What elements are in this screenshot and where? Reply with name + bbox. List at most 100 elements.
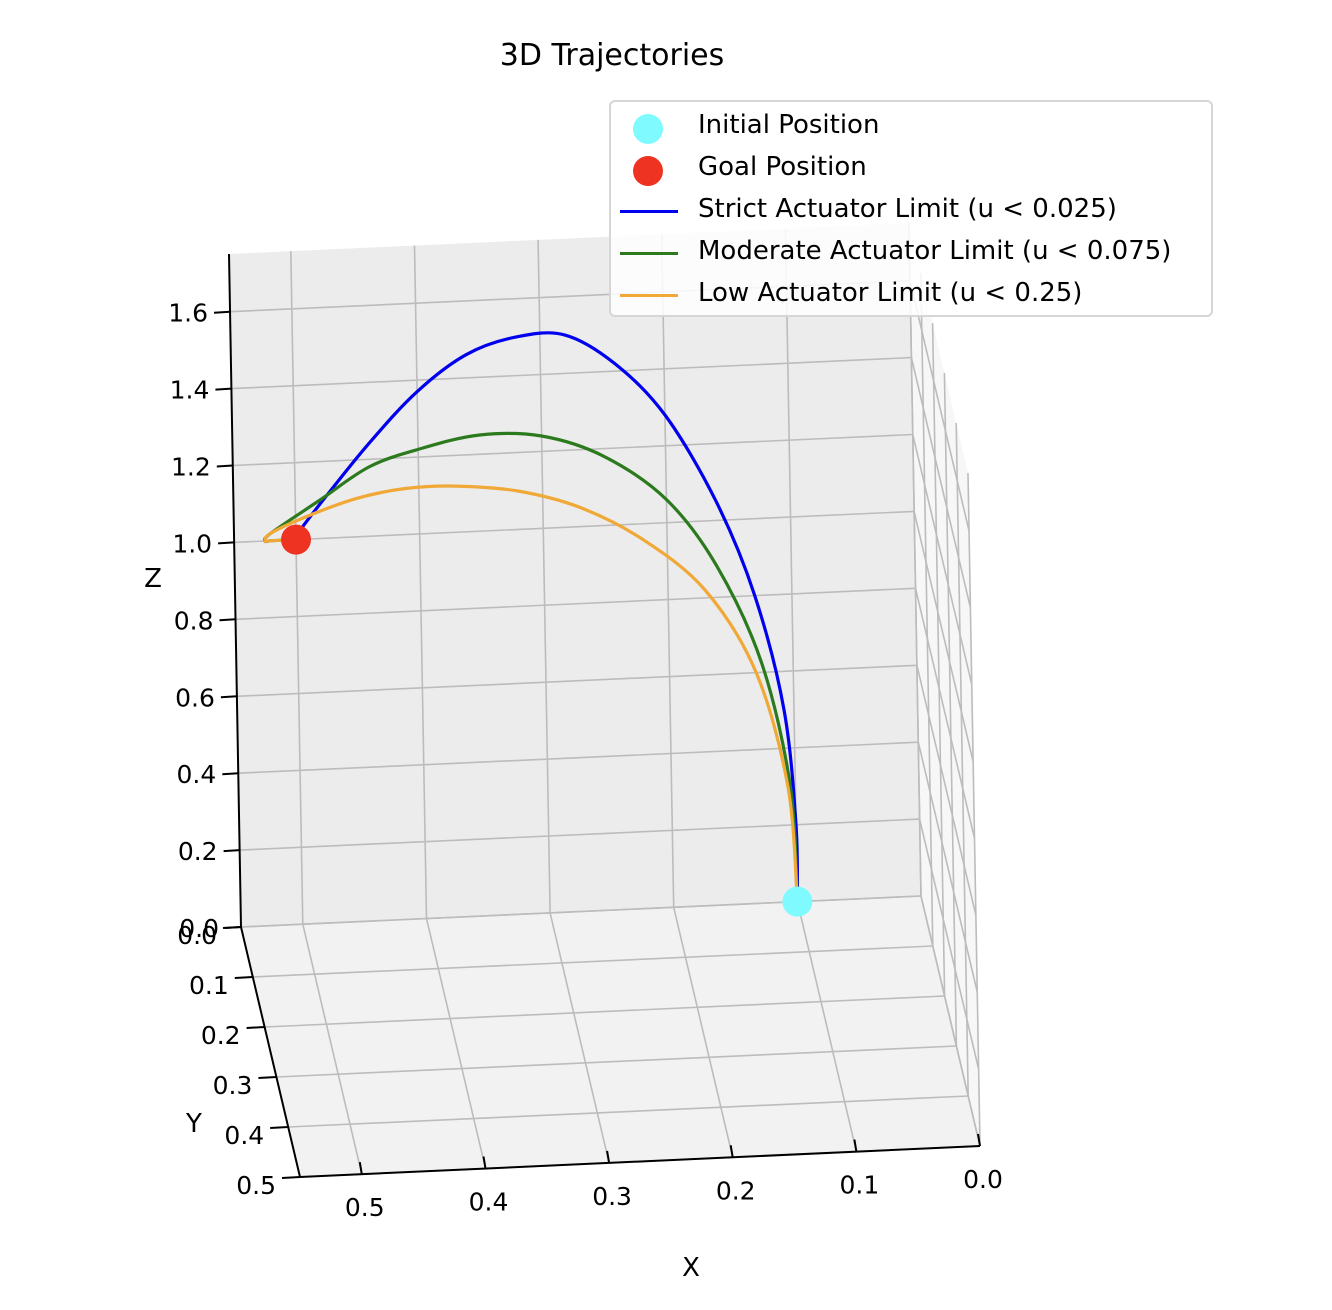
y-tick-2 — [246, 1026, 265, 1029]
x-tick-label-2: 0.2 — [716, 1176, 756, 1205]
legend-item-goal: Goal Position — [611, 150, 1211, 186]
back-pane — [229, 223, 921, 927]
x-axis-label: X — [682, 1253, 700, 1283]
goal-position-marker — [281, 524, 311, 555]
legend-label-initial: Initial Position — [698, 110, 880, 140]
legend-item-initial: Initial Position — [611, 108, 1211, 144]
z-grid-side-7 — [910, 357, 972, 608]
legend-marker-initial — [633, 114, 663, 144]
legend-line-strict — [620, 210, 678, 213]
x-grid-floor-2 — [672, 907, 734, 1158]
z-grid-back-7 — [231, 356, 912, 390]
z-tick-label-0: 0.0 — [179, 914, 219, 943]
legend-label-strict: Strict Actuator Limit (u < 0.025) — [698, 194, 1117, 224]
y-tick-5 — [281, 1176, 301, 1179]
legend-item-moderate: Moderate Actuator Limit (u < 0.075) — [611, 234, 1211, 270]
z-tick-4 — [219, 618, 236, 622]
z-grid-back-3 — [236, 664, 917, 698]
y-grid-side-4 — [955, 422, 969, 1097]
y-grid-side-2 — [931, 322, 946, 997]
chart-title: 3D Trajectories — [499, 38, 725, 73]
y-grid-floor-3 — [276, 1045, 957, 1078]
z-tick-label-6: 1.2 — [171, 453, 211, 482]
x-grid-floor-1 — [796, 901, 858, 1152]
y-grid-side-0 — [908, 222, 922, 897]
x-tick-label-5: 0.5 — [345, 1193, 385, 1222]
x-tick-label-0: 0.0 — [963, 1165, 1003, 1194]
x-tick-3 — [606, 1150, 611, 1164]
z-tick-label-3: 0.6 — [175, 683, 215, 712]
x-axis-line — [299, 1145, 981, 1178]
z-grid-side-8 — [909, 280, 970, 531]
floor-pane — [241, 896, 980, 1177]
z-tick-label-1: 0.2 — [178, 837, 218, 866]
tick-labels: 0.0 0.1 0.2 0.3 0.4 0.5 0.0 0.1 0.2 0.3 0.4 0.5 0.0 0… — [168, 299, 1003, 1222]
y-grid-floor-2 — [264, 995, 945, 1028]
y-tick-label-5: 0.5 — [236, 1171, 276, 1200]
y-axis-label: Y — [185, 1109, 202, 1139]
x-grid-back-1 — [784, 228, 799, 902]
z-tick-6 — [216, 464, 233, 468]
z-tick-label-4: 0.8 — [174, 606, 214, 635]
z-grid-back-4 — [235, 587, 916, 621]
z-grid-side-0 — [920, 895, 981, 1147]
x-tick-label-3: 0.3 — [592, 1182, 632, 1211]
y-tick-label-2: 0.2 — [201, 1021, 241, 1050]
y-tick-label-4: 0.4 — [224, 1121, 264, 1150]
x-tick-1 — [853, 1139, 858, 1152]
z-tick-1 — [223, 849, 240, 853]
legend-label-goal: Goal Position — [698, 152, 867, 182]
y-grid-floor-4 — [288, 1095, 969, 1128]
y-tick-1 — [234, 976, 253, 979]
x-grid-back-5 — [290, 251, 304, 925]
y-tick-label-1: 0.1 — [189, 971, 229, 1000]
z-grid-side-2 — [917, 742, 979, 993]
position-markers — [281, 524, 813, 917]
x-tick-2 — [729, 1145, 734, 1158]
z-grid-back-6 — [232, 433, 913, 467]
axis-panes — [229, 223, 980, 1177]
x-grid-back-2 — [660, 234, 675, 908]
z-grid-side-1 — [918, 818, 980, 1070]
legend-label-low: Low Actuator Limit (u < 0.25) — [698, 278, 1083, 308]
series-lines — [262, 331, 800, 904]
y-tick-4 — [270, 1126, 289, 1129]
y-axis-line — [240, 926, 301, 1178]
x-tick-5 — [358, 1162, 363, 1175]
z-grid-back-2 — [238, 741, 919, 774]
x-tick-label-4: 0.4 — [469, 1188, 509, 1217]
z-tick-5 — [218, 541, 235, 545]
z-tick-label-5: 1.0 — [172, 529, 212, 558]
x-tick-0 — [977, 1133, 981, 1147]
z-grid-back-1 — [239, 818, 920, 851]
z-tick-label-8: 1.6 — [168, 299, 208, 328]
x-grid-back-3 — [537, 239, 551, 913]
z-tick-0 — [224, 926, 242, 929]
y-grid-side-5 — [967, 472, 981, 1147]
legend-line-low — [620, 294, 678, 297]
x-grid-floor-4 — [425, 918, 487, 1169]
legend-item-strict: Strict Actuator Limit (u < 0.025) — [611, 192, 1211, 228]
z-tick-7 — [215, 387, 232, 391]
legend-item-low: Low Actuator Limit (u < 0.25) — [611, 276, 1211, 312]
y-tick-label-0: 0.0 — [177, 921, 217, 950]
legend-line-moderate — [620, 252, 678, 255]
x-tick-label-1: 0.1 — [840, 1171, 880, 1200]
z-axis-line — [228, 253, 242, 928]
z-tick-8 — [213, 310, 231, 314]
axis-lines — [228, 253, 981, 1178]
z-grid-back-5 — [234, 510, 915, 544]
legend-label-moderate: Moderate Actuator Limit (u < 0.075) — [698, 236, 1172, 266]
z-tick-label-7: 1.4 — [170, 376, 210, 405]
legend: Initial Position Goal Position Strict Ac… — [609, 100, 1213, 317]
y-grid-floor-1 — [252, 945, 933, 978]
x-grid-floor-5 — [302, 924, 363, 1175]
y-grid-side-3 — [943, 372, 958, 1047]
initial-position-marker — [782, 886, 813, 917]
grid-lines — [229, 222, 981, 1178]
y-tick-3 — [258, 1076, 277, 1079]
y-grid-side-1 — [920, 272, 934, 947]
y-tick-label-3: 0.3 — [213, 1071, 253, 1100]
